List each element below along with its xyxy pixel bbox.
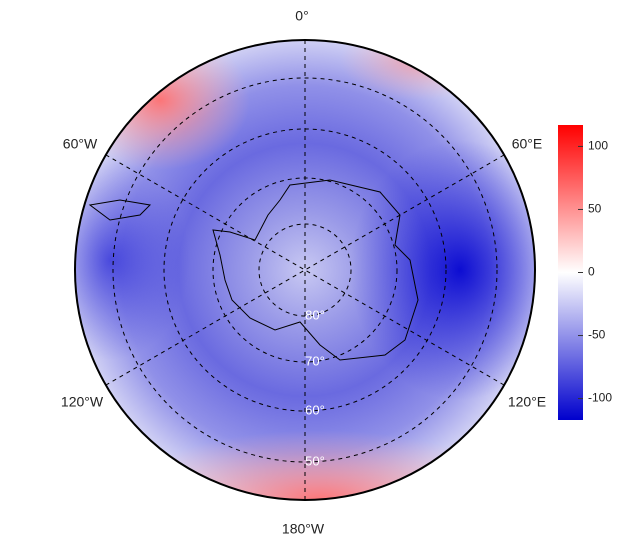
longitude-label: 0° — [295, 8, 308, 24]
colorbar-tick-label: 100 — [588, 139, 608, 153]
longitude-label: 180°W — [282, 521, 325, 537]
latitude-label: 70° — [305, 353, 325, 368]
longitude-label: 60°E — [512, 136, 543, 152]
graticule — [105, 40, 505, 500]
latitude-label: 60° — [305, 402, 325, 417]
colorbar-tick-label: -50 — [588, 328, 606, 342]
latitude-label: 50° — [305, 453, 325, 468]
data-field — [75, 40, 535, 500]
coastline — [88, 179, 419, 361]
latitude-label: 80° — [305, 307, 325, 322]
longitude-label: 120°E — [508, 394, 546, 410]
longitude-label: 120°W — [61, 394, 104, 410]
colorbar-tick-label: -100 — [588, 391, 612, 405]
map-border — [74, 39, 536, 501]
colorbar-tick-label: 50 — [588, 202, 602, 216]
longitude-label: 60°W — [63, 136, 98, 152]
colorbar-tick-label: 0 — [588, 265, 595, 279]
